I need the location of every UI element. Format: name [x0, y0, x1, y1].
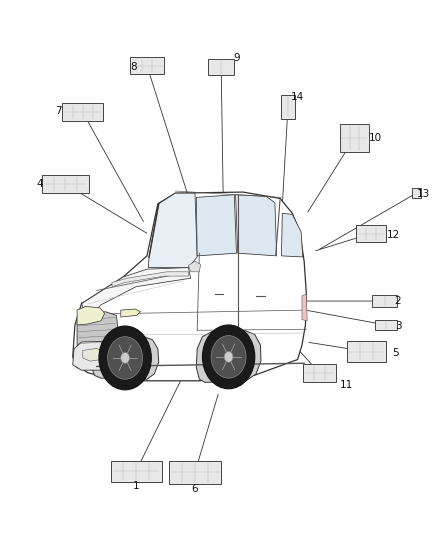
FancyBboxPatch shape: [130, 57, 164, 74]
FancyBboxPatch shape: [62, 103, 103, 122]
Text: 14: 14: [291, 92, 304, 102]
Polygon shape: [112, 272, 188, 287]
FancyBboxPatch shape: [412, 188, 421, 198]
FancyBboxPatch shape: [340, 124, 369, 152]
Text: 13: 13: [417, 189, 430, 199]
Circle shape: [121, 353, 130, 364]
Polygon shape: [196, 195, 237, 256]
Text: 2: 2: [394, 296, 400, 306]
Text: 8: 8: [131, 62, 137, 71]
Circle shape: [202, 325, 255, 389]
Text: 12: 12: [387, 230, 400, 240]
FancyBboxPatch shape: [42, 175, 88, 193]
FancyBboxPatch shape: [372, 295, 397, 308]
Polygon shape: [282, 213, 303, 257]
Text: 4: 4: [37, 179, 43, 189]
Circle shape: [211, 336, 246, 378]
Circle shape: [224, 352, 233, 362]
FancyBboxPatch shape: [110, 461, 162, 482]
Polygon shape: [196, 330, 261, 382]
FancyBboxPatch shape: [303, 364, 336, 382]
Text: 11: 11: [340, 379, 353, 390]
Polygon shape: [148, 193, 197, 268]
Polygon shape: [83, 349, 103, 361]
Polygon shape: [73, 341, 130, 370]
FancyBboxPatch shape: [375, 320, 397, 330]
FancyBboxPatch shape: [356, 225, 386, 242]
Polygon shape: [77, 312, 119, 352]
Text: 10: 10: [369, 133, 382, 143]
Text: 3: 3: [395, 321, 401, 331]
Circle shape: [108, 337, 143, 379]
FancyBboxPatch shape: [347, 341, 386, 362]
Circle shape: [99, 326, 151, 390]
FancyBboxPatch shape: [208, 59, 234, 75]
Text: 9: 9: [233, 53, 240, 62]
FancyBboxPatch shape: [169, 461, 221, 484]
Polygon shape: [92, 336, 159, 379]
Polygon shape: [188, 261, 201, 272]
Text: 7: 7: [55, 106, 62, 116]
Polygon shape: [81, 268, 191, 321]
Polygon shape: [121, 309, 141, 317]
Polygon shape: [77, 306, 105, 325]
Polygon shape: [73, 192, 306, 381]
FancyBboxPatch shape: [282, 95, 294, 119]
Text: 1: 1: [133, 481, 139, 490]
Text: 6: 6: [192, 484, 198, 494]
Polygon shape: [236, 195, 277, 256]
Polygon shape: [302, 294, 307, 321]
Text: 5: 5: [392, 348, 399, 358]
